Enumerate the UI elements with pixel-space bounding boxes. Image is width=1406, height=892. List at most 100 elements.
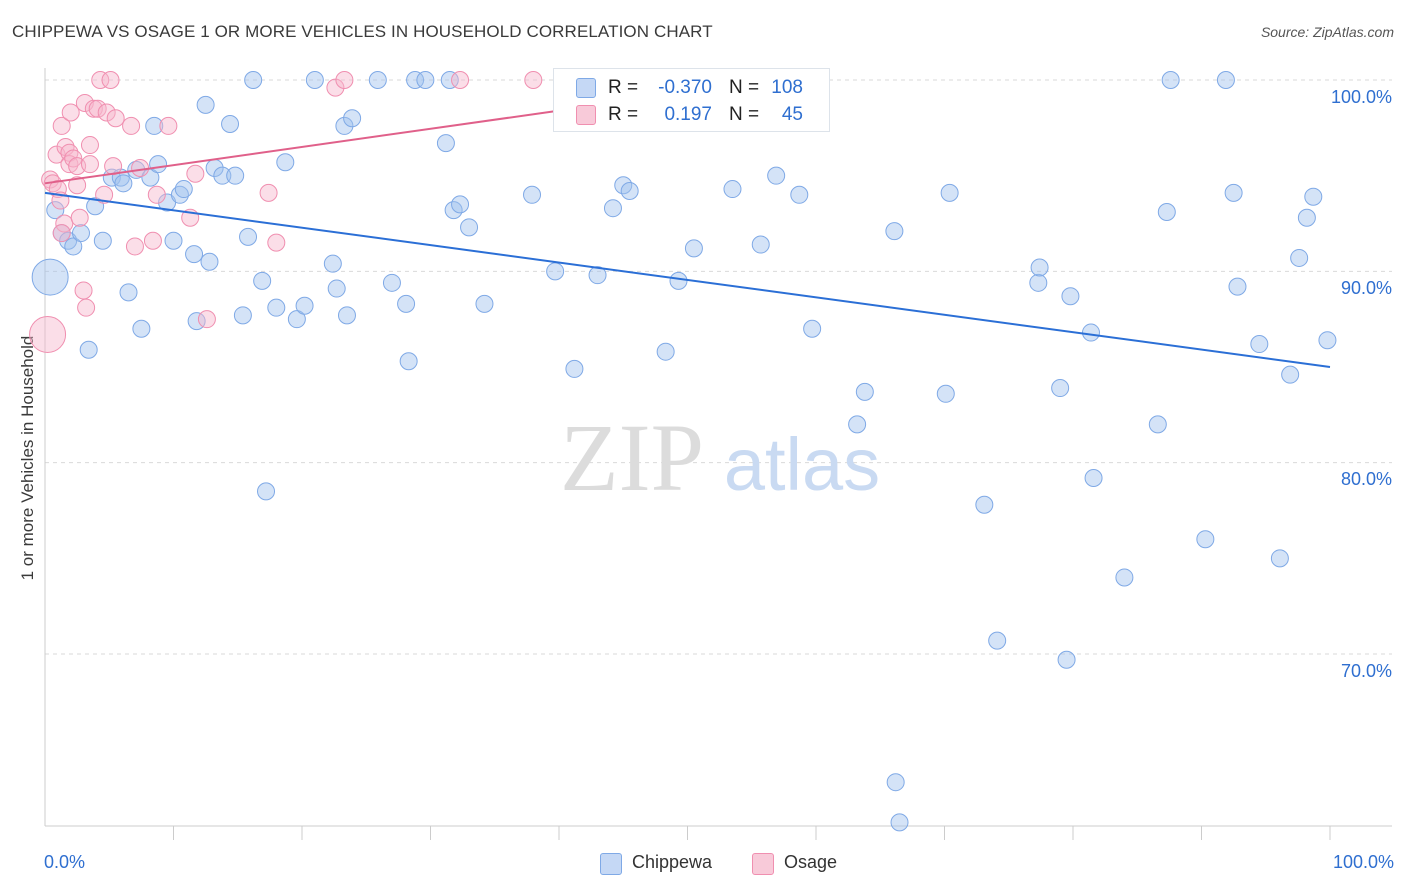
gridlines: [45, 79, 1392, 655]
r-value: 0.197: [664, 104, 712, 125]
x-tick-label-0: 0.0%: [44, 852, 86, 872]
chippewa-point: [940, 183, 959, 202]
stats-box: R = -0.370 N = 108 R = 0.197 N = 45: [553, 68, 830, 132]
osage-point: [101, 71, 120, 89]
legend-label: Chippewa: [632, 852, 713, 872]
chippewa-point: [382, 273, 401, 292]
chippewa-point: [475, 294, 494, 313]
chippewa-point: [451, 195, 470, 214]
chippewa-point: [1084, 468, 1103, 487]
chippewa-point: [174, 180, 193, 199]
osage-point: [131, 159, 150, 178]
chippewa-point: [890, 813, 909, 832]
chippewa-point: [1281, 365, 1300, 384]
legend-label: Osage: [784, 852, 838, 872]
chippewa-point: [603, 199, 622, 218]
n-label: N =: [729, 104, 760, 125]
chippewa-point: [848, 415, 867, 434]
chippewa-point: [244, 71, 263, 89]
chippewa-point: [71, 224, 90, 243]
osage-point: [52, 224, 71, 243]
chippewa-point: [436, 134, 455, 153]
stats-row-chippewa: R = -0.370 N = 108: [554, 75, 829, 101]
chippewa-point: [1030, 258, 1049, 277]
chippewa-point: [1228, 277, 1247, 296]
chippewa-point: [79, 340, 98, 359]
chippewa-point: [1318, 331, 1337, 350]
chippewa-point: [723, 180, 742, 199]
chippewa-point: [885, 222, 904, 241]
osage-point: [97, 103, 116, 122]
chart-title: CHIPPEWA VS OSAGE 1 OR MORE VEHICLES IN …: [12, 22, 713, 41]
n-label: N =: [729, 77, 760, 98]
chippewa-point: [93, 231, 112, 250]
chippewa-point: [751, 235, 770, 254]
chippewa-point: [1051, 379, 1070, 398]
chippewa-swatch: [576, 78, 596, 98]
osage-point: [52, 116, 71, 135]
chippewa-point: [323, 254, 342, 273]
chippewa-point: [1224, 183, 1243, 202]
osage-point: [267, 233, 286, 252]
osage-point: [88, 99, 107, 118]
chippewa-point: [1057, 650, 1076, 669]
chippewa-point: [1270, 549, 1289, 568]
chippewa-point: [523, 185, 542, 204]
osage-point: [95, 185, 114, 204]
osage-point: [80, 136, 99, 155]
osage-point: [335, 71, 354, 89]
y-tick-label-80: 80.0%: [1340, 469, 1392, 489]
osage-point: [61, 103, 80, 122]
osage-point: [125, 237, 144, 256]
chippewa-point: [936, 384, 955, 403]
chippewa-point: [767, 166, 786, 185]
chippewa-point: [656, 342, 675, 361]
chippewa-point: [620, 181, 639, 200]
osage-trend-line: [44, 109, 560, 185]
chippewa-point: [221, 115, 240, 134]
chippewa-point: [276, 153, 295, 172]
chippewa-trend-line: [44, 191, 1331, 368]
chippewa-point: [440, 71, 459, 89]
chippewa-point: [337, 306, 356, 325]
chippewa-point: [588, 266, 607, 285]
chippewa-point: [343, 109, 362, 128]
source-label: Source: ZipAtlas.com: [1260, 24, 1394, 40]
chippewa-point: [213, 166, 232, 185]
chippewa-point: [565, 359, 584, 378]
chippewa-point: [239, 227, 258, 246]
chippewa-point: [399, 352, 418, 371]
chippewa-point: [1157, 203, 1176, 222]
chippewa-point: [335, 116, 354, 135]
osage-point: [143, 231, 162, 250]
chippewa-legend-swatch: [600, 853, 622, 875]
chippewa-point: [267, 298, 286, 317]
y-tick-label-100: 100.0%: [1330, 87, 1392, 107]
osage-point: [451, 71, 470, 89]
chippewa-point: [1061, 287, 1080, 306]
osage-legend-swatch: [752, 853, 774, 875]
y-tick-label-70: 70.0%: [1340, 661, 1392, 681]
chippewa-point: [327, 279, 346, 298]
stats-row-osage: R = 0.197 N = 45: [554, 102, 829, 128]
chippewa-point: [416, 71, 435, 89]
osage-point: [29, 315, 67, 353]
chippewa-point: [132, 319, 151, 338]
osage-swatch: [576, 105, 596, 125]
data-points: [29, 71, 1337, 832]
chippewa-point: [185, 245, 204, 264]
chippewa-point: [1297, 208, 1316, 227]
chippewa-point: [1029, 273, 1048, 292]
chippewa-point: [287, 310, 306, 329]
chippewa-point: [31, 258, 69, 296]
r-label: R =: [608, 104, 639, 125]
osage-point: [74, 281, 93, 300]
osage-point: [122, 116, 141, 135]
chippewa-point: [397, 294, 416, 313]
chippewa-point: [1115, 568, 1134, 587]
chippewa-point: [886, 773, 905, 792]
osage-point: [80, 155, 99, 174]
chippewa-point: [295, 296, 314, 315]
osage-point: [159, 116, 178, 135]
